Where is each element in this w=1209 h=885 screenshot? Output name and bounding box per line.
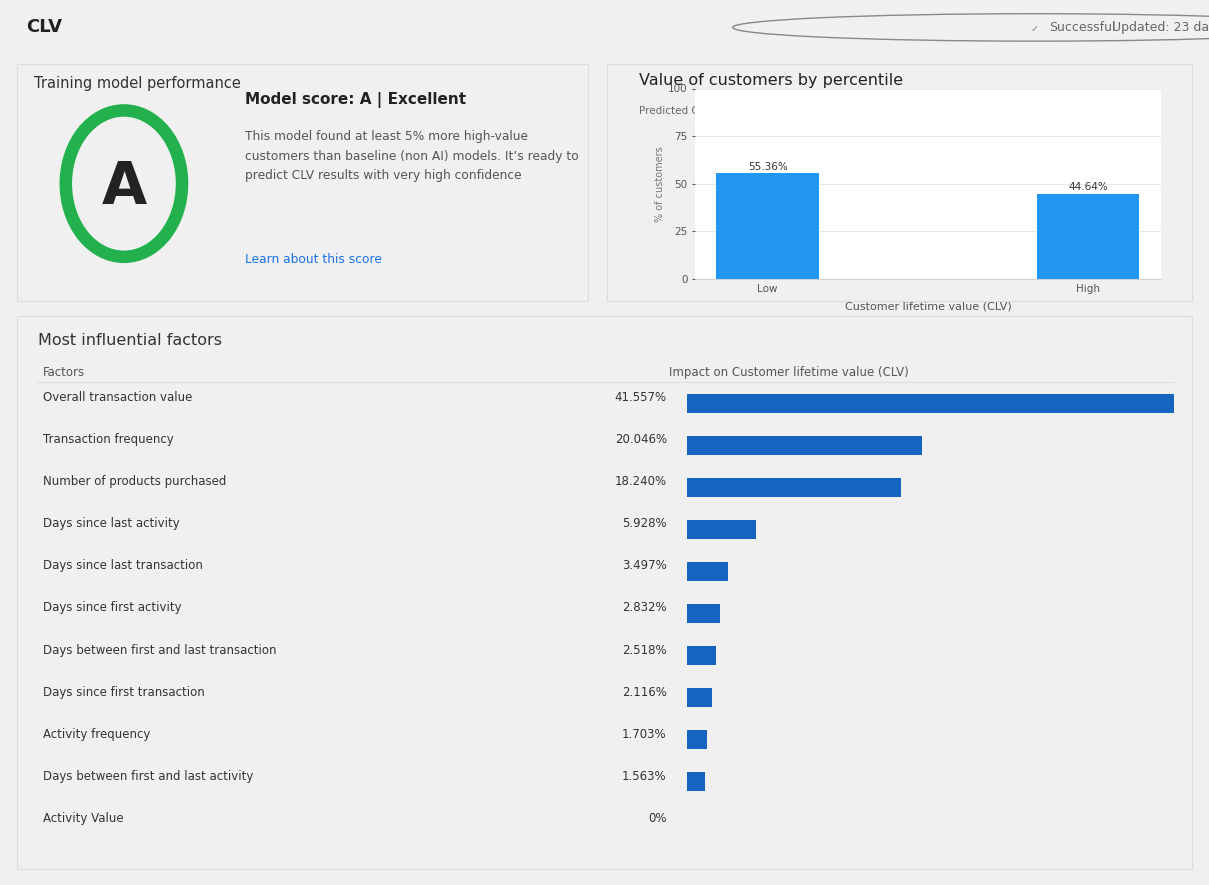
Text: Activity Value: Activity Value: [42, 812, 123, 825]
Text: Most influential factors: Most influential factors: [37, 333, 222, 348]
Text: Number of products purchased: Number of products purchased: [42, 475, 226, 489]
X-axis label: Customer lifetime value (CLV): Customer lifetime value (CLV): [845, 302, 1011, 312]
Text: Days between first and last activity: Days between first and last activity: [42, 770, 253, 782]
Text: 2.116%: 2.116%: [621, 686, 667, 698]
Text: 2.518%: 2.518%: [623, 643, 667, 657]
Text: ✓: ✓: [1031, 24, 1039, 34]
Text: Days since first activity: Days since first activity: [42, 602, 181, 614]
Text: CLV: CLV: [27, 19, 63, 36]
Text: Impact on Customer lifetime value (CLV): Impact on Customer lifetime value (CLV): [669, 366, 909, 379]
Text: Learn about this score: Learn about this score: [245, 253, 382, 266]
Bar: [687, 604, 721, 623]
Bar: [687, 646, 716, 665]
Bar: [716, 173, 818, 279]
Bar: [687, 435, 922, 455]
Text: 1.703%: 1.703%: [623, 727, 667, 741]
Bar: [687, 394, 1174, 412]
Text: Value of customers by percentile: Value of customers by percentile: [640, 73, 903, 88]
Bar: [687, 772, 705, 790]
Text: A: A: [102, 158, 146, 216]
Text: Predicted CLV over the next 9 Months on 5.1K active customers: Predicted CLV over the next 9 Months on …: [640, 106, 971, 117]
Text: 44.64%: 44.64%: [1069, 182, 1109, 192]
Bar: [687, 730, 707, 749]
Text: 3.497%: 3.497%: [623, 559, 667, 573]
Text: Transaction frequency: Transaction frequency: [42, 434, 174, 446]
Text: This model found at least 5% more high-value
customers than baseline (non AI) mo: This model found at least 5% more high-v…: [245, 130, 579, 182]
Text: Model score: A | Excellent: Model score: A | Excellent: [245, 92, 467, 108]
Text: 0%: 0%: [648, 812, 667, 825]
Text: 18.240%: 18.240%: [614, 475, 667, 489]
Text: Successful: Successful: [1049, 21, 1116, 34]
Bar: [687, 562, 728, 581]
Text: 41.557%: 41.557%: [614, 391, 667, 404]
Bar: [687, 478, 901, 496]
Text: Days since last activity: Days since last activity: [42, 518, 179, 530]
Text: Factors: Factors: [42, 366, 85, 379]
Text: Training model performance: Training model performance: [34, 75, 241, 90]
Text: 1.563%: 1.563%: [623, 770, 667, 782]
Bar: [1037, 194, 1139, 279]
Text: Days since last transaction: Days since last transaction: [42, 559, 203, 573]
Text: 2.832%: 2.832%: [623, 602, 667, 614]
Bar: [687, 519, 757, 539]
Y-axis label: % of customers: % of customers: [655, 146, 665, 221]
Text: Days between first and last transaction: Days between first and last transaction: [42, 643, 277, 657]
Text: Days since first transaction: Days since first transaction: [42, 686, 204, 698]
Text: 55.36%: 55.36%: [747, 162, 787, 172]
Text: 5.928%: 5.928%: [623, 518, 667, 530]
Text: Overall transaction value: Overall transaction value: [42, 391, 192, 404]
Text: 20.046%: 20.046%: [614, 434, 667, 446]
Text: Updated: 23 days ago: Updated: 23 days ago: [1112, 21, 1209, 34]
Text: Activity frequency: Activity frequency: [42, 727, 150, 741]
Bar: [687, 688, 712, 706]
